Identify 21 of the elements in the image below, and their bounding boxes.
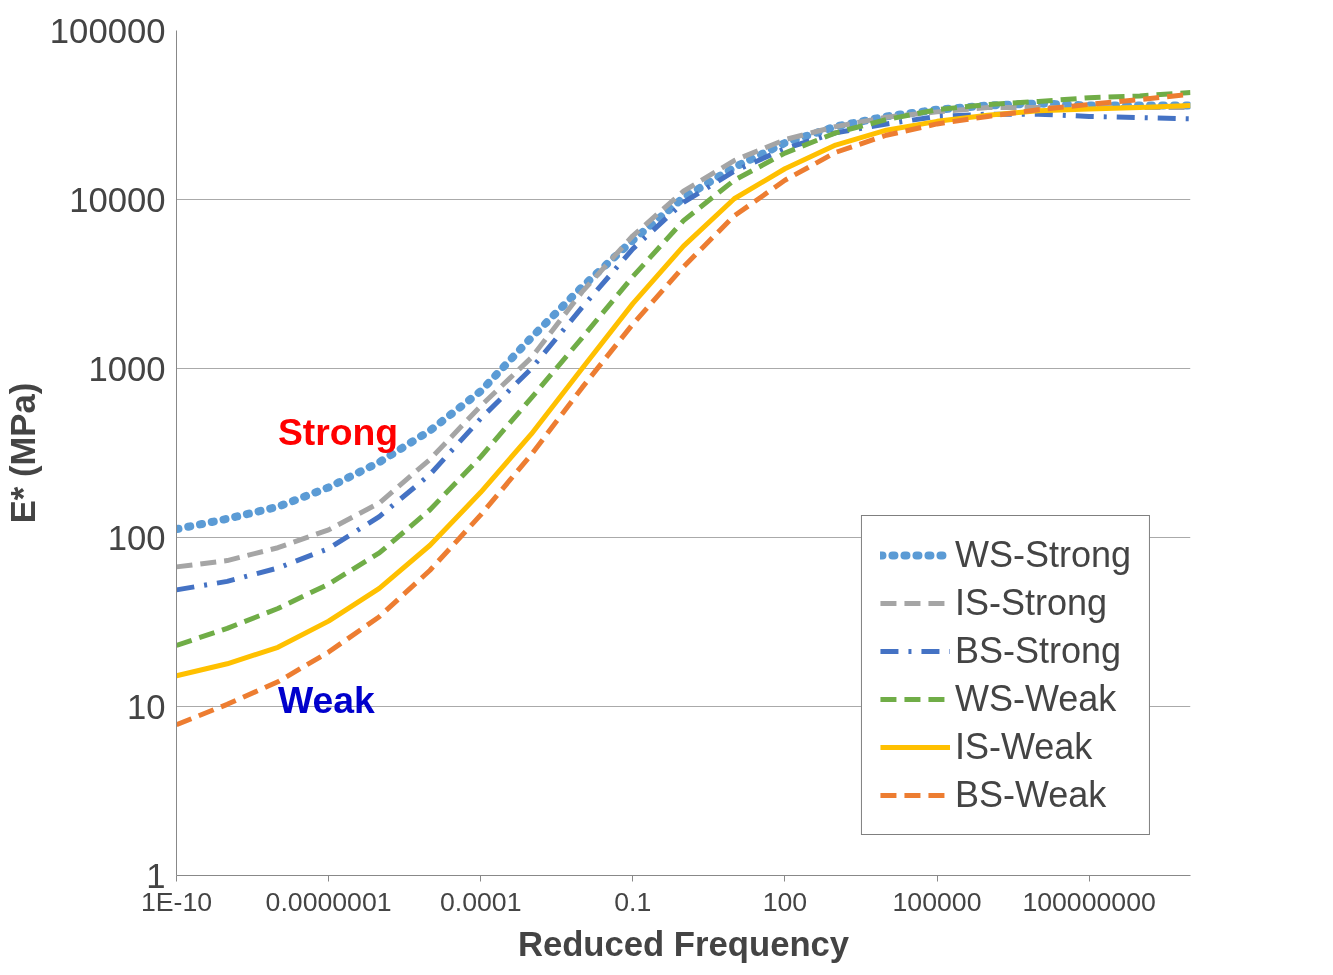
x-tick-label: 100000 [892, 886, 982, 917]
legend-label: WS-Weak [954, 678, 1117, 720]
legend-label: BS-Strong [954, 630, 1122, 672]
x-tick-label: 0.1 [614, 886, 652, 917]
y-axis-title: E* (MPa) [3, 382, 42, 524]
legend-label: IS-Strong [954, 582, 1108, 624]
x-tick-label: 100 [762, 886, 808, 917]
x-tick-label: 100000000 [1022, 886, 1156, 917]
y-tick-label: 100000 [49, 11, 166, 50]
y-tick-label: 100 [107, 518, 166, 557]
x-tick-label: 0.0001 [439, 886, 522, 917]
y-tick-label: 1000 [88, 349, 166, 388]
x-axis-title: Reduced Frequency [517, 924, 850, 963]
y-tick-label: 10 [126, 687, 166, 726]
annotation: Strong [277, 411, 399, 454]
x-tick-label: 0.0000001 [265, 886, 392, 917]
legend-label: IS-Weak [954, 726, 1093, 768]
legend-label: WS-Strong [954, 534, 1131, 576]
y-tick-label: 10000 [69, 180, 166, 219]
annotation: Weak [277, 678, 375, 721]
legend-label: BS-Weak [954, 774, 1107, 816]
